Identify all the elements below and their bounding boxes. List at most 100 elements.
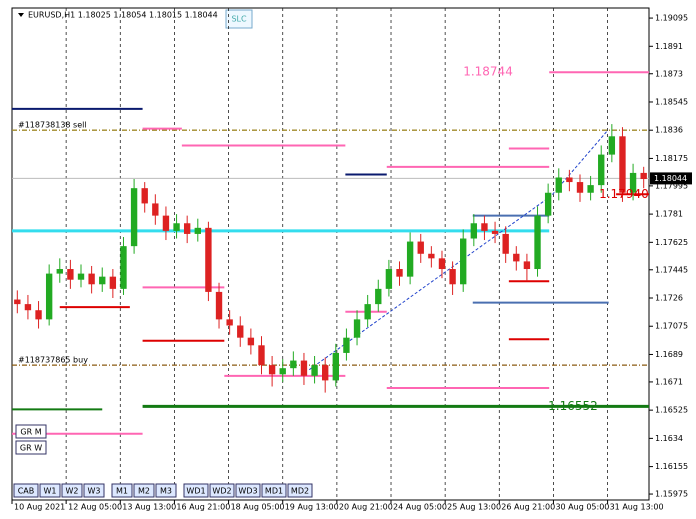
tf-button-label: W1 — [44, 487, 57, 496]
candle-body — [353, 319, 361, 338]
y-tick-label: 1.1836 — [655, 126, 683, 135]
tf-button[interactable] — [61, 483, 83, 498]
candle-body — [194, 227, 201, 234]
candle-body — [109, 276, 117, 289]
tf-button[interactable] — [155, 483, 177, 498]
candle-body — [247, 337, 255, 346]
candle-body — [226, 319, 233, 326]
y-tick-label: 1.15975 — [655, 490, 688, 499]
candle-body — [566, 177, 573, 183]
candle-body — [311, 365, 318, 376]
candle-body — [396, 269, 403, 277]
candle-body — [502, 233, 509, 254]
tf-button-label: MD1 — [265, 487, 283, 496]
side-button-label: GR W — [20, 444, 42, 453]
candle-body — [332, 352, 339, 381]
candle-body — [576, 182, 584, 193]
tf-button-label: MD2 — [291, 487, 309, 496]
candle-body — [173, 223, 180, 231]
candle-body — [99, 276, 106, 285]
tf-button-label: WD2 — [212, 487, 231, 496]
tf-button-label: W2 — [66, 487, 79, 496]
order-label: #118737865 buy — [18, 356, 88, 365]
side-button[interactable] — [15, 440, 47, 455]
candle-body — [56, 269, 63, 274]
candle-body — [608, 136, 616, 155]
candle-body — [629, 172, 637, 193]
current-price-box — [650, 172, 692, 185]
candle-body — [205, 227, 212, 292]
candle-body — [481, 223, 488, 231]
side-button[interactable] — [15, 424, 47, 439]
y-tick-label: 1.17445 — [655, 265, 688, 274]
tf-button[interactable] — [209, 483, 235, 498]
y-tick-label: 1.16155 — [655, 462, 688, 471]
candle-body — [300, 360, 308, 376]
candle-body — [555, 177, 562, 193]
candle-body — [183, 223, 191, 234]
tf-button-label: WD3 — [238, 487, 257, 496]
y-tick-label: 1.1726 — [655, 294, 683, 303]
price-label: 1.17940 — [599, 187, 649, 201]
tf-button-label: M1 — [116, 487, 128, 496]
x-tick-label: 20 Aug 21:00 — [339, 503, 393, 512]
tf-button[interactable] — [133, 483, 155, 498]
x-tick-label: 18 Aug 05:00 — [231, 503, 285, 512]
tf-button[interactable] — [287, 483, 313, 498]
candle-body — [14, 299, 21, 305]
candle-body — [385, 269, 393, 289]
price-label: 1.18744 — [463, 65, 513, 79]
tf-button-label: M3 — [160, 487, 172, 496]
candle-body — [523, 261, 531, 270]
y-tick-label: 1.19095 — [655, 14, 688, 23]
y-tick-label: 1.1781 — [655, 210, 683, 219]
x-tick-label: 26 Aug 21:00 — [501, 503, 555, 512]
candle-body — [417, 241, 424, 254]
slc-button[interactable] — [225, 9, 253, 29]
candle-body — [513, 253, 520, 262]
candle-body — [24, 304, 32, 311]
candle-body — [162, 215, 170, 231]
x-tick-label: 25 Aug 13:00 — [447, 503, 501, 512]
y-tick-label: 1.17625 — [655, 238, 688, 247]
y-tick-label: 1.16525 — [655, 406, 688, 415]
candle-body — [152, 203, 159, 216]
tf-button[interactable] — [235, 483, 261, 498]
y-tick-label: 1.1634 — [655, 434, 683, 443]
x-tick-label: 31 Aug 13:00 — [610, 503, 664, 512]
x-tick-label: 10 Aug 2021 — [14, 503, 65, 512]
current-price-label: 1.18044 — [654, 174, 687, 183]
candle-body — [449, 269, 456, 285]
tf-button-label: W3 — [88, 487, 101, 496]
candle-body — [258, 345, 265, 366]
tf-button-label: WD1 — [186, 487, 205, 496]
candle-body — [428, 253, 435, 259]
tf-button[interactable] — [13, 483, 39, 498]
menu-arrow — [18, 13, 24, 17]
candle-body — [470, 223, 478, 239]
candle-body — [322, 365, 329, 381]
tf-button[interactable] — [39, 483, 61, 498]
candle-body — [364, 304, 371, 320]
x-tick-label: 30 Aug 05:00 — [555, 503, 609, 512]
candle-body — [268, 365, 276, 375]
tf-button[interactable] — [261, 483, 287, 498]
x-tick-label: 24 Aug 05:00 — [393, 503, 447, 512]
candle-body — [406, 241, 414, 277]
tf-button[interactable] — [183, 483, 209, 498]
candle-body — [619, 136, 626, 193]
candle-body — [438, 258, 446, 270]
candle-body — [35, 310, 42, 320]
candle-body — [237, 325, 244, 338]
candle-body — [491, 230, 499, 234]
x-tick-label: 19 Aug 13:00 — [285, 503, 339, 512]
y-tick-label: 1.1671 — [655, 377, 683, 386]
tf-button[interactable] — [111, 483, 133, 498]
tf-button[interactable] — [83, 483, 105, 498]
candle-body — [587, 185, 594, 193]
candle-body — [215, 291, 223, 320]
candle-body — [640, 172, 647, 180]
x-tick-label: 13 Aug 13:00 — [122, 503, 176, 512]
